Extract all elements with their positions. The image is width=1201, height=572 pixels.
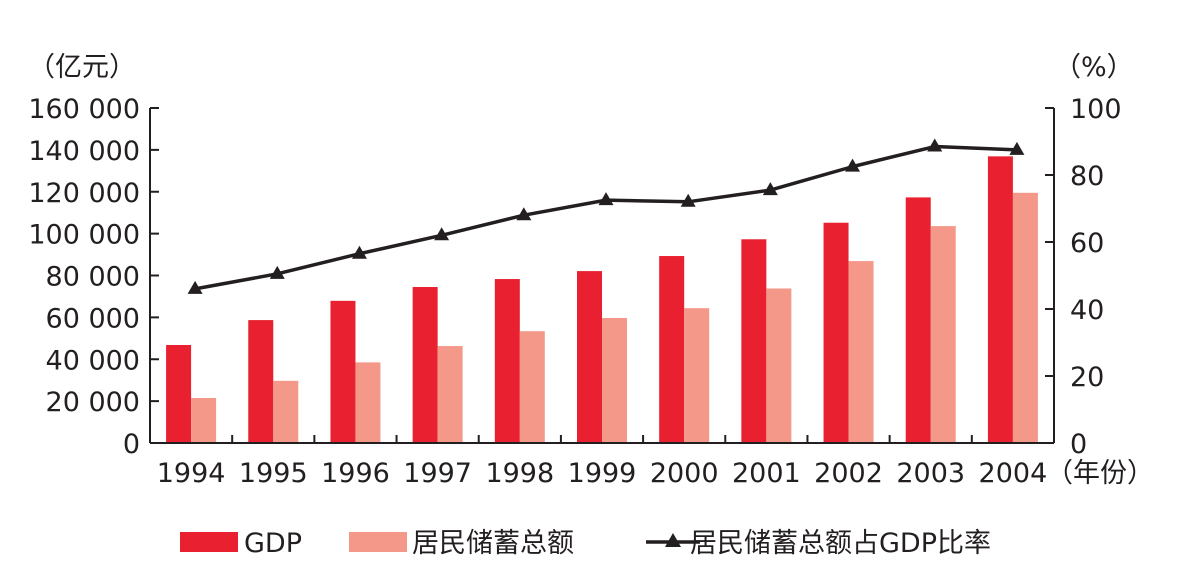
right-y-tick-label: 60 bbox=[1070, 228, 1104, 259]
bar-gdp bbox=[741, 239, 767, 443]
ratio-point-marker bbox=[187, 280, 203, 294]
x-tick-label: 2003 bbox=[896, 458, 965, 489]
ratio-point-marker bbox=[598, 192, 614, 206]
left-axis-unit: （亿元） bbox=[28, 52, 136, 83]
x-tick-label: 1997 bbox=[403, 458, 472, 489]
bar-gdp bbox=[577, 271, 602, 443]
ratio-point-marker bbox=[927, 138, 943, 152]
bar-savings bbox=[766, 288, 792, 443]
x-tick-label: 1999 bbox=[568, 458, 637, 489]
right-axis-unit: （%） bbox=[1054, 52, 1134, 83]
legend-label-savings: 居民储蓄总额 bbox=[412, 528, 574, 559]
left-y-tick-label: 60 000 bbox=[46, 303, 140, 334]
bar-gdp bbox=[248, 320, 274, 443]
bar-gdp bbox=[330, 300, 356, 443]
ratio-point-marker bbox=[269, 265, 285, 279]
right-y-tick-label: 80 bbox=[1070, 161, 1104, 192]
left-y-tick-label: 160 000 bbox=[28, 94, 140, 125]
legend-swatch-ratio-marker bbox=[665, 533, 681, 547]
left-y-tick-label: 100 000 bbox=[28, 220, 140, 251]
bar-savings bbox=[602, 318, 627, 443]
tick-labels: 0 20 000 40 000 60 000 80 000 100 000 120 000 1… bbox=[28, 94, 1121, 489]
bar-savings bbox=[437, 346, 463, 443]
bar-gdp bbox=[412, 287, 438, 443]
bars bbox=[166, 156, 1038, 443]
left-y-tick-label: 140 000 bbox=[28, 136, 140, 167]
bar-savings bbox=[273, 380, 299, 443]
legend-label-gdp: GDP bbox=[244, 528, 302, 559]
bar-savings bbox=[848, 261, 874, 443]
ratio-point-marker bbox=[351, 245, 367, 259]
bar-gdp bbox=[659, 256, 685, 443]
legend: GDP 居民储蓄总额 居民储蓄总额占GDP比率 bbox=[180, 528, 991, 559]
left-y-tick-label: 20 000 bbox=[46, 387, 140, 418]
bar-gdp bbox=[494, 279, 520, 443]
ratio-point-marker bbox=[516, 207, 532, 221]
x-tick-label: 1994 bbox=[157, 458, 226, 489]
x-tick-label: 2002 bbox=[814, 458, 883, 489]
legend-swatch-savings bbox=[349, 532, 407, 552]
left-y-tick-label: 0 bbox=[123, 429, 140, 460]
bar-savings bbox=[930, 226, 956, 443]
bar-savings bbox=[684, 308, 710, 443]
right-y-tick-label: 0 bbox=[1070, 429, 1087, 460]
bar-gdp bbox=[823, 222, 849, 443]
bar-gdp bbox=[905, 197, 931, 443]
left-y-tick-label: 80 000 bbox=[46, 262, 140, 293]
ratio-point-marker bbox=[1009, 141, 1025, 155]
right-y-tick-label: 100 bbox=[1070, 94, 1122, 125]
left-y-tick-label: 120 000 bbox=[28, 178, 140, 209]
legend-swatch-gdp bbox=[180, 532, 238, 552]
right-y-tick-label: 20 bbox=[1070, 362, 1104, 393]
axes bbox=[149, 107, 1055, 444]
ratio-point-marker bbox=[845, 158, 861, 172]
right-y-tick-label: 40 bbox=[1070, 295, 1104, 326]
ratio-point-marker bbox=[762, 182, 778, 196]
x-tick-label: 2004 bbox=[979, 458, 1048, 489]
x-axis-unit: （年份） bbox=[1046, 458, 1154, 489]
ratio-point-marker bbox=[680, 193, 696, 207]
ratio-series-line bbox=[194, 144, 1017, 291]
legend-label-ratio: 居民储蓄总额占GDP比率 bbox=[690, 528, 991, 559]
bar-savings bbox=[191, 397, 217, 443]
bar-gdp bbox=[166, 345, 192, 443]
bar-savings bbox=[1012, 192, 1038, 443]
x-tick-label: 1998 bbox=[485, 458, 554, 489]
x-tick-label: 1995 bbox=[239, 458, 308, 489]
ratio-point-marker bbox=[434, 227, 450, 241]
x-tick-label: 1996 bbox=[321, 458, 390, 489]
bar-savings bbox=[519, 331, 545, 443]
bar-gdp bbox=[987, 156, 1013, 443]
x-tick-label: 2001 bbox=[732, 458, 801, 489]
ratio-line bbox=[187, 138, 1025, 294]
bar-savings bbox=[355, 362, 381, 443]
left-y-tick-label: 40 000 bbox=[46, 345, 140, 376]
x-tick-label: 2000 bbox=[650, 458, 719, 489]
